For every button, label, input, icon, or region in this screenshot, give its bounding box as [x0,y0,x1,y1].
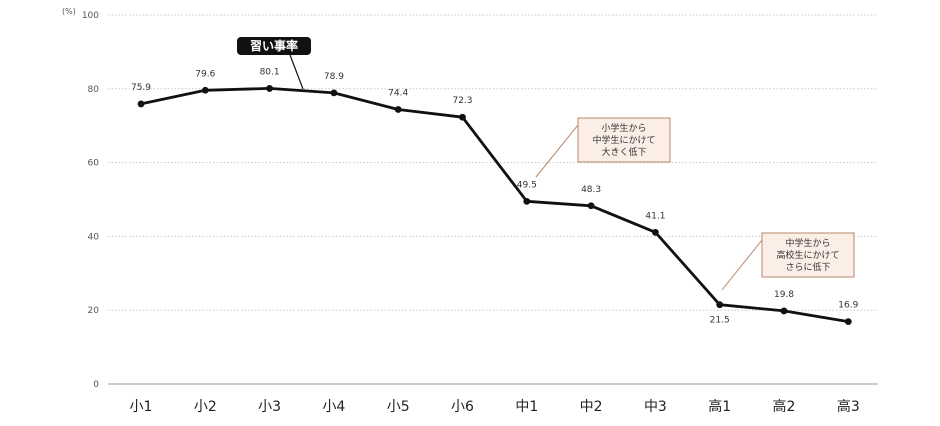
data-point-小2 [201,86,209,94]
data-label: 19.8 [774,290,794,300]
x-tick-label: 小5 [387,399,410,415]
x-tick-label: 高1 [708,398,731,415]
x-tick-label: 中1 [515,399,538,415]
gridlines [108,14,878,311]
data-labels: 75.9 79.6 80.1 78.9 74.4 72.3 49.5 48.3 41.1 21.5… [131,67,859,325]
y-tick-label: 100 [82,11,99,21]
x-tick-label: 小3 [258,399,281,415]
callout-box [577,117,671,163]
data-point-中3 [652,228,659,236]
series-line [140,87,849,323]
axes: (%) [62,7,878,385]
data-point-中2 [587,202,595,210]
data-point-高3 [844,318,852,326]
series-label: 習い事率 [250,38,298,53]
data-label: 21.5 [710,316,730,326]
y-tick-label: 60 [88,159,100,169]
x-tick-label: 高3 [837,398,860,415]
data-label: 72.3 [452,96,472,106]
y-unit-label: (%) [62,7,76,16]
data-point-中1 [523,197,531,205]
y-tick-label: 80 [88,85,100,95]
y-tick-label: 40 [88,232,100,242]
x-tick-label: 高2 [773,398,796,415]
callout-text: 高校生にかけて [776,249,839,261]
x-tick-label: 中3 [644,399,667,415]
x-tick-labels: 小1 小2 小3 小4 小5 小6 中1 中2 中3 高1 高2 高3 [130,398,860,415]
x-tick-label: 中2 [580,399,603,415]
y-tick-label: 20 [88,306,100,316]
x-tick-label: 小2 [194,399,217,415]
x-tick-label: 小6 [451,399,474,415]
data-label: 75.9 [131,83,151,93]
data-point-高2 [780,307,788,315]
data-label: 74.4 [388,88,408,98]
data-label: 41.1 [645,211,665,221]
x-tick-label: 小4 [322,399,345,415]
callout-text: 小学生から [601,122,646,134]
y-tick-labels: 0 20 40 60 80 100 [82,11,99,390]
callout-text: 中学生から [785,237,830,249]
data-label: 78.9 [324,72,344,82]
callout-box [761,232,855,278]
series-group [137,85,852,326]
callout-pointer [535,124,579,178]
data-label: 49.5 [517,180,537,190]
x-tick-label: 小1 [130,399,153,415]
y-tick-label: 0 [93,380,99,390]
callout-text: 中学生にかけて [592,134,655,146]
data-label: 79.6 [195,69,215,79]
data-label: 48.3 [581,185,601,195]
series-label-box [237,37,311,55]
callout-text: 大きく低下 [601,146,646,158]
callout-pointer [721,239,763,291]
data-point-小5 [394,106,402,113]
data-point-小6 [459,113,466,121]
data-label: 80.1 [260,67,280,77]
data-point-小3 [266,85,273,92]
series-label-pointer [289,54,304,90]
data-point-小1 [137,100,145,108]
data-point-小4 [330,89,338,97]
data-point-高1 [716,301,724,309]
callout-text: さらに低下 [785,261,830,273]
data-label: 16.9 [838,301,858,311]
